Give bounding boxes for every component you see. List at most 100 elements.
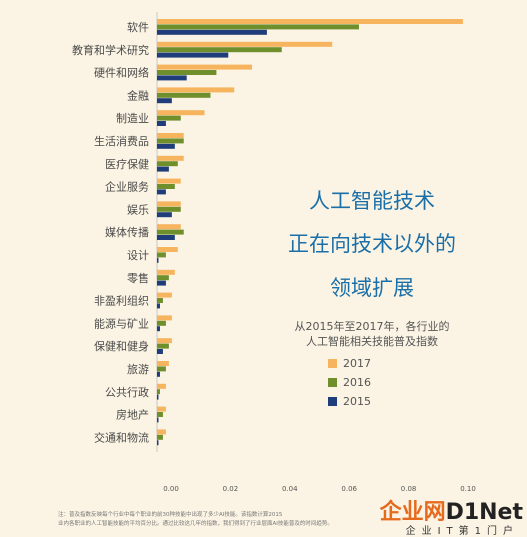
legend-label-2017: 2017 xyxy=(343,357,371,370)
bar-2016 xyxy=(157,70,217,75)
bar-2016 xyxy=(157,24,359,30)
category-label: 媒体传播 xyxy=(105,225,149,239)
bar-2017 xyxy=(157,155,184,161)
category-label: 非盈利组织 xyxy=(94,294,149,308)
bar-2016 xyxy=(157,229,184,235)
category-label: 硬件和网络 xyxy=(94,66,149,80)
bar-2015 xyxy=(157,371,160,377)
category-label: 娱乐 xyxy=(127,202,149,216)
category-label: 能源与矿业 xyxy=(94,316,149,330)
bar-2017 xyxy=(157,383,166,389)
bar-2015 xyxy=(157,166,169,172)
category-label: 房地产 xyxy=(116,408,149,422)
bar-2016 xyxy=(157,343,169,349)
category-label: 企业服务 xyxy=(105,180,149,194)
bar-2016 xyxy=(157,320,166,326)
bar-2015 xyxy=(157,52,229,58)
category-label: 旅游 xyxy=(127,362,149,376)
bar-2017 xyxy=(157,133,184,138)
category-label: 保健和健身 xyxy=(94,339,149,353)
bar-2015 xyxy=(157,280,166,286)
title-line-3: 领域扩展 xyxy=(330,276,414,300)
chart-subtitle: 从2015年至2017年，各行业的 人工智能相关技能普及指数 xyxy=(295,319,450,348)
x-tick-label: 0.02 xyxy=(223,485,239,493)
category-label: 金融 xyxy=(127,88,149,102)
bar-2016 xyxy=(157,298,163,303)
legend-swatch-2015 xyxy=(328,397,337,406)
bar-2017 xyxy=(157,19,463,24)
category-label: 零售 xyxy=(127,271,149,285)
x-tick-label: 0.04 xyxy=(282,485,298,493)
category-label: 生活消费品 xyxy=(94,134,149,148)
bar-2016 xyxy=(157,115,181,121)
bar-2017 xyxy=(157,87,235,93)
bar-2015 xyxy=(157,235,175,240)
bar-2016 xyxy=(157,434,163,440)
bar-2016 xyxy=(157,47,282,53)
watermark-brand: 企业网 xyxy=(379,500,446,525)
bar-2017 xyxy=(157,110,205,116)
bar-2015 xyxy=(157,143,175,149)
bar-2016 xyxy=(157,252,166,258)
watermark-logo: 企业网D1Net xyxy=(380,494,523,526)
subtitle-line-2: 人工智能相关技能普及指数 xyxy=(306,334,438,348)
title-line-1: 人工智能技术 xyxy=(309,189,435,213)
bar-2016 xyxy=(157,275,169,281)
bar-2015 xyxy=(157,326,160,332)
category-label: 公共行政 xyxy=(105,385,149,399)
x-tick-label: 0.10 xyxy=(460,485,476,493)
bar-2017 xyxy=(157,201,181,207)
bar-2017 xyxy=(157,429,166,435)
footnote: 注：普及指数反映每个行业中每个职业的前30种技能中出现了多少AI技能。该指数计算… xyxy=(58,511,458,529)
bar-2017 xyxy=(157,224,181,230)
title-line-2: 正在向技术以外的 xyxy=(288,232,456,256)
bar-2016 xyxy=(157,366,166,372)
category-label: 设计 xyxy=(127,249,149,262)
category-label: 软件 xyxy=(127,20,149,34)
chart-title: 人工智能技术 正在向技术以外的 领域扩展 xyxy=(288,189,456,300)
footnote-line-2: 业内各职业的人工智能技能的平均百分比。通过比较这几年的指数，我们得到了行业层面A… xyxy=(58,521,333,527)
bar-2017 xyxy=(157,338,172,344)
legend: 2017 2016 2015 xyxy=(328,357,371,408)
subtitle-line-1: 从2015年至2017年，各行业的 xyxy=(295,319,450,333)
bar-2015 xyxy=(157,98,172,104)
footnote-line-1: 注：普及指数反映每个行业中每个职业的前30种技能中出现了多少AI技能。该指数计算… xyxy=(58,512,283,518)
bar-2017 xyxy=(157,178,181,184)
bar-2017 xyxy=(157,315,172,321)
bar-2016 xyxy=(157,389,160,395)
category-label: 制造业 xyxy=(116,111,149,125)
legend-label-2015: 2015 xyxy=(343,395,371,408)
bar-2015 xyxy=(157,303,160,309)
legend-swatch-2017 xyxy=(328,359,337,368)
category-label: 交通和物流 xyxy=(94,430,149,444)
bar-2015 xyxy=(157,212,172,218)
bar-2015 xyxy=(157,417,159,423)
legend-label-2016: 2016 xyxy=(343,376,371,389)
bar-2016 xyxy=(157,161,178,167)
bar-2015 xyxy=(157,349,163,354)
bar-2017 xyxy=(157,41,333,47)
category-label: 教育和学术研究 xyxy=(72,43,149,57)
bar-2016 xyxy=(157,206,181,212)
legend-swatch-2016 xyxy=(328,378,337,387)
bar-2017 xyxy=(157,361,169,366)
bar-2015 xyxy=(157,189,166,195)
bar-2017 xyxy=(157,269,175,275)
category-label: 医疗保健 xyxy=(105,157,149,171)
watermark-subtitle: 企业IT第1门户 xyxy=(405,526,519,537)
bar-2016 xyxy=(157,412,163,417)
x-tick-label: 0.08 xyxy=(401,485,417,493)
bar-2016 xyxy=(157,138,184,144)
bar-2017 xyxy=(157,64,253,70)
bar-2015 xyxy=(157,257,159,263)
bar-2015 xyxy=(157,29,267,35)
bar-2017 xyxy=(157,406,166,412)
bar-2015 xyxy=(157,121,166,126)
x-tick-label: 0.06 xyxy=(341,485,357,493)
bar-2017 xyxy=(157,292,172,298)
bar-2015 xyxy=(157,75,187,81)
bar-2016 xyxy=(157,92,211,98)
x-tick-label: 0.00 xyxy=(163,485,179,493)
bar-2016 xyxy=(157,184,175,189)
